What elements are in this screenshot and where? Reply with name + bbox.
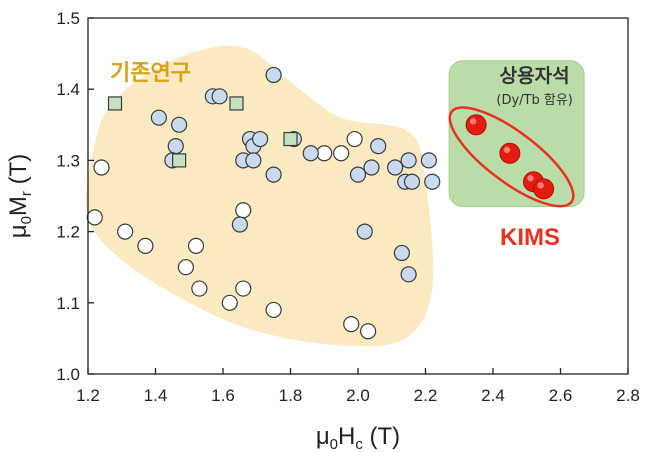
- data-point-blue: [370, 138, 387, 155]
- data-point-blue: [245, 152, 262, 169]
- data-markers: [86, 66, 555, 340]
- data-point-blue: [387, 159, 404, 176]
- axis-ticks: 1.2 1.4 1.6 1.8 2.0 2.2 2.4 2.6 2.8 1.0 1.1 1.2 1.3 1…: [56, 9, 639, 405]
- existing-research-label: 기존연구: [110, 61, 191, 86]
- x-tick-label: 2.8: [616, 386, 640, 405]
- data-point-white: [93, 159, 110, 176]
- data-point-white: [235, 202, 252, 219]
- data-point-kims: [533, 178, 555, 200]
- commercial-magnets-region: [448, 60, 585, 208]
- data-point-blue: [356, 223, 373, 240]
- data-point-blue: [393, 244, 410, 262]
- data-point-white: [346, 130, 363, 148]
- y-tick-label: 1.5: [56, 9, 80, 28]
- x-axis-label: μ0Hc (T): [316, 423, 400, 452]
- data-point-white: [86, 209, 103, 226]
- data-point-blue: [171, 116, 188, 133]
- data-point-blue: [211, 88, 228, 105]
- kims-ellipse: [448, 106, 575, 208]
- data-point-white: [177, 259, 194, 276]
- data-point-blue: [265, 166, 282, 183]
- data-point-white: [117, 223, 134, 240]
- data-point-square: [172, 153, 187, 168]
- data-point-highlight: [537, 182, 544, 189]
- x-tick-label: 1.6: [211, 386, 235, 405]
- data-point-blue: [167, 138, 184, 155]
- commercial-magnets-sublabel: (Dy/Tb 함유): [496, 93, 572, 108]
- x-tick-label: 2.4: [481, 386, 505, 405]
- data-point-highlight: [503, 146, 511, 153]
- data-point-blue: [363, 159, 380, 176]
- existing-research-region: [85, 45, 434, 347]
- data-point-white: [137, 237, 154, 254]
- data-point-white: [316, 145, 333, 162]
- y-tick-label: 1.0: [56, 365, 80, 384]
- data-point-square: [229, 96, 244, 111]
- y-tick-label: 1.4: [56, 80, 80, 99]
- data-point-blue: [420, 152, 437, 169]
- commercial-magnets-label: 상용자석: [500, 65, 570, 87]
- data-point-white: [221, 294, 238, 311]
- x-tick-label: 2.6: [549, 386, 573, 405]
- data-point-white: [191, 280, 208, 297]
- data-point-blue: [231, 216, 248, 233]
- y-axis-label: μ0Mr (T): [5, 154, 35, 238]
- data-point-blue: [302, 145, 319, 162]
- data-point-square: [283, 131, 298, 147]
- data-point-kims: [499, 142, 521, 164]
- data-point-blue: [403, 173, 421, 190]
- data-point-blue: [265, 66, 282, 84]
- y-tick-label: 1.1: [56, 294, 80, 313]
- data-point-highlight: [527, 175, 534, 182]
- x-tick-label: 1.4: [144, 386, 168, 405]
- data-point-square: [107, 96, 123, 111]
- data-point-white: [343, 316, 360, 333]
- data-point-highlight: [469, 118, 477, 125]
- data-point-blue: [349, 166, 367, 183]
- x-tick-label: 2.0: [346, 386, 370, 405]
- y-tick-label: 1.3: [56, 151, 80, 170]
- data-point-blue: [252, 130, 269, 148]
- data-point-white: [360, 323, 377, 340]
- data-point-white: [265, 301, 282, 319]
- data-point-white: [333, 145, 350, 162]
- data-point-white: [187, 237, 205, 254]
- x-tick-label: 1.8: [279, 386, 303, 405]
- data-point-kims: [465, 114, 487, 136]
- data-point-white: [235, 280, 252, 297]
- data-point-blue: [400, 266, 417, 283]
- data-point-blue: [424, 173, 441, 190]
- kims-label: KIMS: [500, 224, 560, 251]
- data-point-blue: [400, 152, 417, 169]
- y-tick-label: 1.2: [56, 223, 80, 242]
- x-tick-label: 1.2: [76, 386, 100, 405]
- data-point-blue: [150, 109, 167, 126]
- x-tick-label: 2.2: [414, 386, 438, 405]
